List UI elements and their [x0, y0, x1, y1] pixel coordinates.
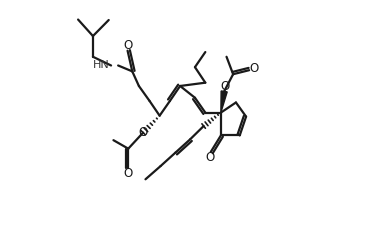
Text: O: O [124, 39, 133, 52]
Text: O: O [124, 167, 133, 180]
Text: O: O [249, 62, 259, 75]
Text: HN: HN [93, 60, 110, 70]
Text: O: O [220, 80, 229, 93]
Text: O: O [206, 151, 215, 164]
Text: O: O [138, 126, 148, 139]
Polygon shape [221, 91, 227, 113]
